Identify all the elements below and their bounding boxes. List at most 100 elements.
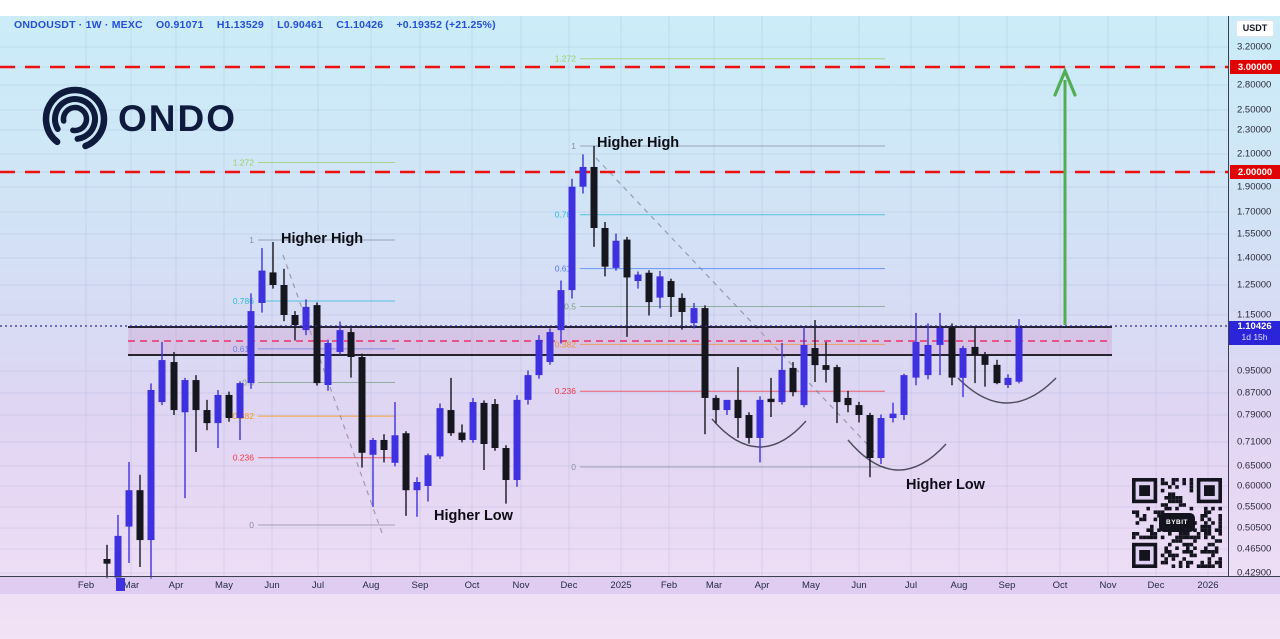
fib-level-label: 1: [571, 141, 576, 151]
candle-body: [889, 413, 897, 419]
candle-body: [158, 360, 166, 403]
current-price: 1.10426: [1237, 321, 1272, 332]
time-tick-label: Jun: [264, 580, 280, 591]
annotation-higher-low-4[interactable]: Higher Low: [906, 477, 985, 493]
ohlc-open: O0.91071: [155, 19, 204, 31]
annotation-higher-high-2[interactable]: Higher High: [597, 135, 680, 151]
candle-body: [203, 410, 211, 424]
price-tick-label: 0.55000: [1237, 501, 1272, 513]
time-tick-label: Feb: [77, 580, 95, 591]
price-level-badge[interactable]: 3.00000: [1230, 60, 1280, 74]
fib-level-label: 1.272: [233, 157, 255, 167]
candle-body: [502, 448, 510, 480]
bar-countdown: 1d 15h: [1241, 331, 1268, 342]
candle-body: [701, 308, 709, 398]
currency-button[interactable]: USDT: [1236, 20, 1274, 37]
fib-retracement-2[interactable]: 1.272 1 0.786 0.618 0.5 0.382 0.236 0: [555, 54, 885, 472]
rounding-arc[interactable]: [957, 377, 1057, 404]
fib-level-label: 0: [249, 520, 254, 530]
candle-body: [225, 394, 233, 419]
price-tick-label: 0.71000: [1237, 436, 1272, 448]
symbol-title[interactable]: ONDOUSDT · 1W · MEXC: [14, 19, 143, 31]
fib-level-label: 0.382: [555, 339, 577, 349]
time-tick-label: Aug: [950, 580, 968, 591]
fib-level-label: 0.786: [233, 296, 255, 306]
projection-arrow[interactable]: [1053, 66, 1077, 325]
candle-body: [170, 362, 178, 411]
fib-level-label: 0.618: [555, 264, 577, 274]
time-tick-label: Oct: [1052, 580, 1068, 591]
candle-body: [524, 375, 532, 400]
time-tick-label: Jul: [904, 580, 918, 591]
time-axis[interactable]: Feb Mar Apr May Jun Jul Aug Sep Oct Nov Dec 2025 Feb…: [0, 576, 1280, 594]
price-tick-label: 0.87000: [1237, 387, 1272, 399]
candle-body: [324, 343, 332, 386]
candle-body: [756, 399, 764, 438]
time-tick-label: Mar: [705, 580, 723, 591]
candle-body: [767, 398, 775, 403]
candlestick-series: [103, 145, 1023, 583]
annotation-higher-high-1[interactable]: Higher High: [281, 231, 364, 247]
candle-body: [336, 330, 344, 352]
fib-level-label: 0.786: [555, 210, 577, 220]
fib-level-label: 1.272: [555, 54, 577, 64]
ondo-spiral-icon: [42, 86, 108, 152]
price-tick-label: 0.95000: [1237, 365, 1272, 377]
trendline[interactable]: [282, 254, 383, 534]
candle-body: [811, 348, 819, 366]
price-tick-label: 1.40000: [1237, 252, 1272, 264]
candle-body: [424, 455, 432, 486]
price-axis[interactable]: 3.20000 3.00000 2.80000 2.50000 2.30000 2.100…: [1228, 16, 1280, 579]
ondo-logo-text: ONDO: [118, 98, 237, 139]
price-tick-label: 0.46500: [1237, 543, 1272, 555]
rounding-arc[interactable]: [847, 439, 947, 471]
candle-body: [347, 332, 355, 357]
arrow-head: [1053, 66, 1077, 97]
candle-body: [601, 227, 609, 267]
fib-level-label: 0.5: [564, 302, 576, 312]
fib-level-label: 1: [249, 235, 254, 245]
candle-body: [959, 348, 967, 378]
ohlc-low: L0.90461: [277, 19, 324, 31]
candle-body: [280, 285, 288, 315]
time-tick-label: Jul: [311, 580, 325, 591]
time-tick-label: Sep: [998, 580, 1016, 591]
candle-body: [789, 367, 797, 393]
time-tick-label: May: [215, 580, 233, 591]
price-level-badge[interactable]: 2.00000: [1230, 165, 1280, 179]
candle-body: [948, 327, 956, 378]
price-tick-label: 0.79000: [1237, 409, 1272, 421]
fib-level-label: 0.618: [233, 344, 255, 354]
candle-body: [712, 397, 720, 411]
candle-body: [1015, 327, 1023, 382]
fib-level-label: 0.236: [555, 386, 577, 396]
current-price-badge[interactable]: 1.10426 1d 15h: [1229, 321, 1280, 345]
candle-body: [645, 272, 653, 303]
annotation-higher-low-3[interactable]: Higher Low: [434, 508, 513, 524]
symbol-info-bar[interactable]: ONDOUSDT · 1W · MEXC O0.91071 H1.13529 L…: [14, 19, 506, 31]
time-tick-label: Dec: [560, 580, 578, 591]
candle-body: [723, 399, 731, 411]
candle-body: [147, 389, 155, 541]
candle-body: [535, 339, 543, 376]
time-tick-label: 2026: [1197, 580, 1219, 591]
candle-body: [590, 166, 598, 228]
price-tick-label: 2.50000: [1237, 104, 1272, 116]
price-tick-label: 2.30000: [1237, 124, 1272, 136]
price-tick-label: 0.60000: [1237, 480, 1272, 492]
candle-body: [634, 274, 642, 282]
ohlc-close: C1.10426: [336, 19, 384, 31]
ohlc-high: H1.13529: [216, 19, 264, 31]
candle-body: [877, 418, 885, 458]
time-tick-label: Apr: [168, 580, 184, 591]
candle-body: [291, 315, 299, 326]
candle-body: [402, 433, 410, 491]
candle-body: [993, 364, 1001, 384]
candle-body: [491, 404, 499, 448]
candle-body: [125, 490, 133, 527]
candle-body: [247, 311, 255, 384]
candle-body: [778, 369, 786, 403]
candle-body: [612, 240, 620, 268]
rounding-arc[interactable]: [711, 418, 807, 448]
